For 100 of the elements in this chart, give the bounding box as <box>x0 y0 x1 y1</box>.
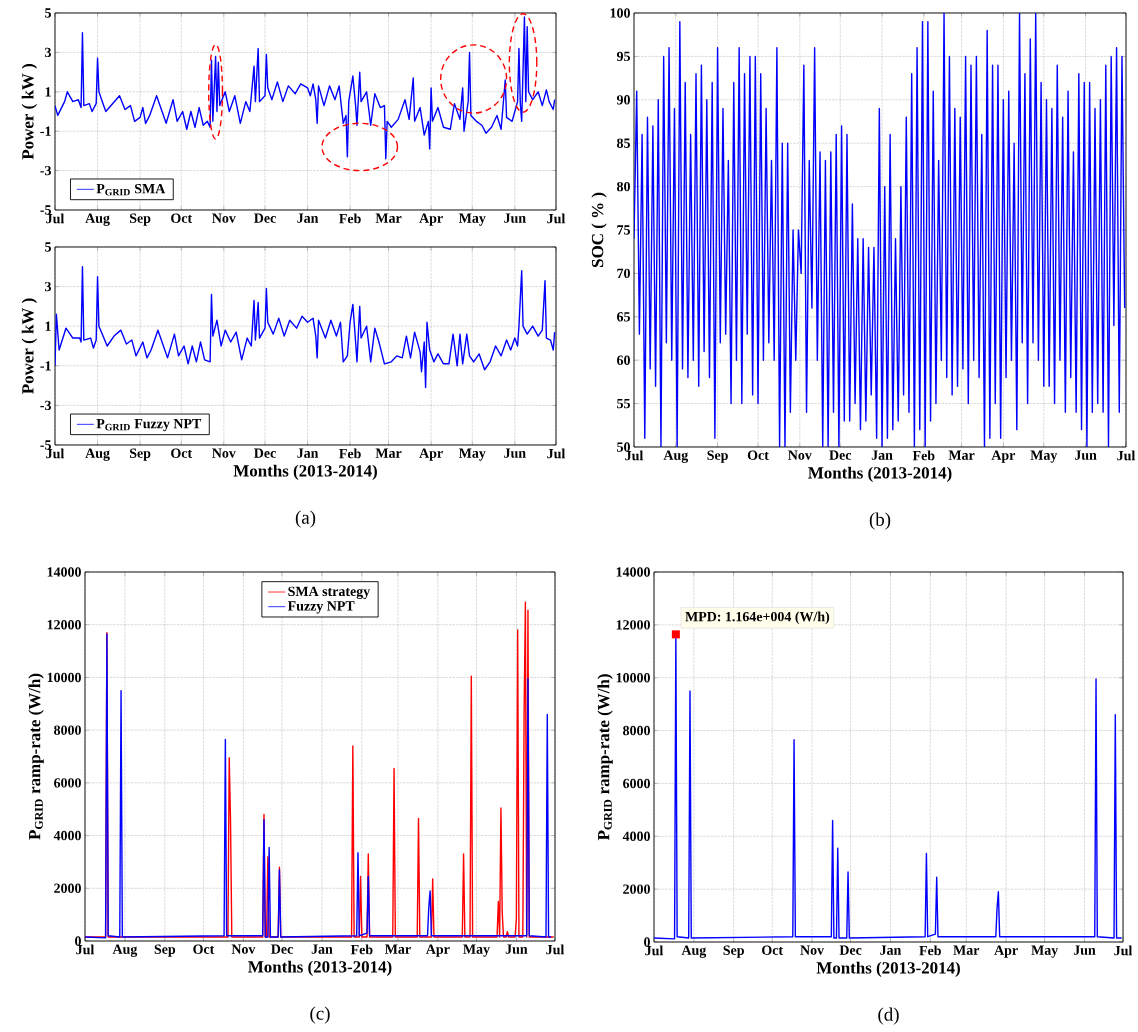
y-tick-label: 100 <box>610 8 630 18</box>
x-tick-label: Aug <box>663 450 689 463</box>
x-tick-label: Jun <box>504 213 526 223</box>
x-tick-label: Jul <box>1114 945 1133 956</box>
x-tick-label: Nov <box>231 944 256 954</box>
x-tick-label: Apr <box>419 213 443 226</box>
x-tick-label: May <box>1031 945 1059 958</box>
x-tick-label: Jun <box>1073 945 1096 955</box>
x-tick-label: Feb <box>912 450 935 461</box>
x-tick-label: Oct <box>193 944 215 954</box>
y-tick-label: 12000 <box>47 620 81 630</box>
x-tick-label: Apr <box>991 450 1016 463</box>
text: (a) <box>295 510 316 528</box>
y-tick-label: -1 <box>40 126 51 136</box>
x-tick-label: Oct <box>171 448 193 458</box>
x-tick-label: Mar <box>948 450 975 460</box>
x-tick-label: Feb <box>339 213 361 224</box>
y-tick-label: 70 <box>617 268 630 279</box>
x-tick-label: Nov <box>212 213 236 223</box>
x-tick-label: Apr <box>425 944 450 957</box>
x-tick-label: Nov <box>212 448 236 458</box>
y-tick-label: 50 <box>617 442 630 452</box>
x-tick-label: Jan <box>311 944 333 954</box>
y-axis-title: Power ( kW ) <box>21 298 38 394</box>
x-tick-label: Jul <box>1117 450 1136 461</box>
annotation: MPD: 1.164e+004 (W/h) <box>685 611 830 625</box>
text: (c) <box>310 1006 330 1024</box>
legend-label: SMA strategy <box>288 586 371 599</box>
x-tick-label: Jan <box>297 448 319 458</box>
y-tick-label: 4000 <box>622 831 650 841</box>
x-tick-label: Jul <box>547 213 566 224</box>
x-tick-label: Dec <box>254 448 276 458</box>
x-tick-label: Sep <box>707 450 728 463</box>
legend-label: Fuzzy NPT <box>287 601 355 614</box>
y-tick-label: 5 <box>45 8 51 18</box>
y-tick-label: 85 <box>617 138 630 148</box>
y-tick-label: 12000 <box>616 620 650 630</box>
x-axis-title: Months (2013-2014) <box>233 464 377 480</box>
x-tick-label: Dec <box>254 213 276 223</box>
x-tick-label: Dec <box>829 450 852 460</box>
text: (d) <box>878 1007 899 1025</box>
y-tick-label: 3 <box>45 281 52 292</box>
x-tick-label: Oct <box>171 213 193 223</box>
y-tick-label: 55 <box>617 398 630 409</box>
x-tick-label: Jan <box>880 945 902 955</box>
y-tick-label: 2000 <box>54 883 81 893</box>
y-tick-label: 3 <box>45 47 52 58</box>
x-tick-label: Oct <box>762 945 783 955</box>
x-tick-label: May <box>463 944 490 957</box>
x-tick-label: Feb <box>339 448 361 459</box>
y-tick-label: 0 <box>644 937 650 947</box>
y-tick-label: 10000 <box>47 672 81 683</box>
y-tick-label: 90 <box>616 95 630 105</box>
y-tick-label: 10000 <box>616 673 650 683</box>
y-tick-label: 8000 <box>623 725 650 736</box>
x-tick-label: Sep <box>154 944 176 957</box>
x-tick-label: Mar <box>375 448 402 458</box>
x-tick-label: Aug <box>112 944 138 957</box>
x-axis-title: Months (2013-2014) <box>248 960 392 977</box>
y-tick-label: 6000 <box>623 778 650 789</box>
x-tick-label: Jul <box>76 944 95 955</box>
x-tick-label: Mar <box>384 944 411 954</box>
y-axis-title: P$_{GRID}$ ramp-rate (W/h) <box>28 673 44 840</box>
x-tick-label: Jun <box>505 944 528 954</box>
legend-label: P$_{GRID}$ Fuzzy NPT <box>96 419 202 432</box>
line-series <box>55 266 556 389</box>
x-tick-label: Apr <box>994 945 1018 958</box>
x-tick-label: Jan <box>871 450 893 460</box>
y-axis-title: P$_{GRID}$ ramp-rate (W/h) <box>597 674 613 841</box>
y-tick-label: -5 <box>40 205 51 215</box>
x-tick-label: Nov <box>800 945 825 955</box>
y-tick-label: 14000 <box>616 567 650 577</box>
x-tick-label: Jul <box>547 448 566 459</box>
y-axis-title: Power ( kW ) <box>21 64 38 160</box>
line-series <box>634 12 1126 447</box>
x-tick-label: Jul <box>46 213 65 224</box>
x-tick-label: Aug <box>85 213 110 226</box>
x-tick-label: Mar <box>375 213 402 223</box>
x-tick-label: May <box>1030 450 1058 463</box>
y-tick-label: -1 <box>40 361 51 371</box>
x-tick-label: Aug <box>681 945 707 958</box>
y-tick-label: 95 <box>616 51 630 62</box>
y-tick-label: -3 <box>40 165 52 176</box>
text: (b) <box>869 512 891 530</box>
x-tick-label: Jul <box>645 945 664 956</box>
x-tick-label: Sep <box>130 213 151 226</box>
x-tick-label: May <box>458 213 486 226</box>
legend-label: P$_{GRID}$ SMA <box>96 183 166 196</box>
y-tick-label: 65 <box>617 312 630 322</box>
y-tick-label: 0 <box>75 936 81 946</box>
y-tick-label: 75 <box>617 225 630 235</box>
x-tick-label: Mar <box>953 945 980 955</box>
x-tick-label: Jul <box>546 944 565 955</box>
x-tick-label: Apr <box>419 448 443 461</box>
x-tick-label: May <box>458 448 486 461</box>
x-axis-title: Months (2013-2014) <box>808 466 952 482</box>
x-tick-label: Jun <box>1074 450 1097 460</box>
y-tick-label: 4000 <box>53 830 81 841</box>
y-tick-label: -5 <box>40 440 51 450</box>
y-tick-label: 2000 <box>623 884 650 894</box>
